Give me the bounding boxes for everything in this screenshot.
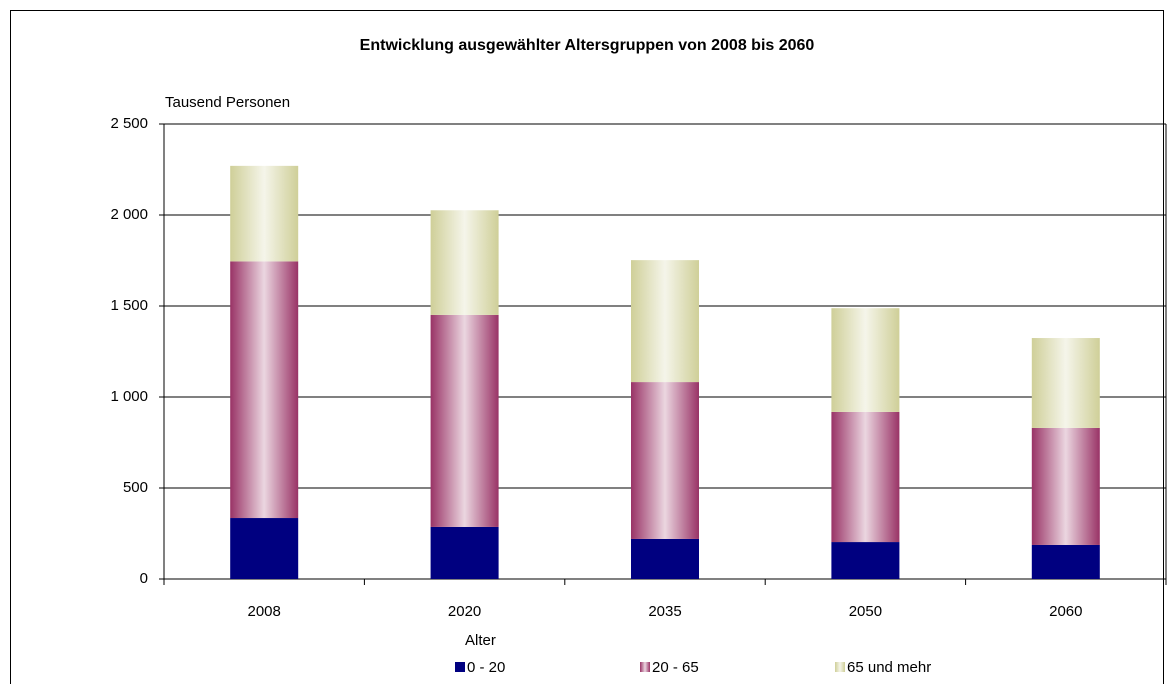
x-tick-label: 2035 — [648, 603, 681, 620]
y-tick-label: 0 — [140, 570, 148, 587]
legend-marker — [835, 662, 845, 672]
bar-segment — [831, 411, 900, 543]
y-tick-label: 2 000 — [110, 206, 148, 223]
x-tick-label: 2008 — [248, 603, 281, 620]
x-tick-label: 2060 — [1049, 603, 1082, 620]
legend-title: Alter — [465, 632, 496, 649]
bar-segment — [230, 165, 299, 262]
y-tick-label: 1 500 — [110, 297, 148, 314]
bar-segment — [631, 382, 699, 539]
legend-marker — [455, 662, 465, 672]
chart-title: Entwicklung ausgewählter Altersgruppen v… — [360, 37, 815, 54]
bar-segment — [430, 526, 499, 579]
y-axis-label: Tausend Personen — [165, 94, 290, 111]
bar-segment — [230, 261, 299, 519]
legend-label: 0 - 20 — [467, 659, 505, 676]
bar-segment — [631, 538, 699, 579]
legend-label: 65 und mehr — [847, 659, 931, 676]
bar-segment — [1031, 427, 1100, 545]
chart-border — [10, 10, 1164, 684]
bar-segment — [430, 210, 499, 315]
bar-segment — [831, 542, 900, 579]
y-tick-label: 2 500 — [110, 115, 148, 132]
bar-segment — [230, 518, 299, 579]
legend-label: 20 - 65 — [652, 659, 699, 676]
y-tick-label: 1 000 — [110, 388, 148, 405]
x-tick-label: 2020 — [448, 603, 481, 620]
bar-segment — [631, 260, 699, 383]
x-tick-label: 2050 — [849, 603, 882, 620]
bar-segment — [1031, 544, 1100, 579]
bar-segment — [430, 314, 499, 527]
bar-segment — [1031, 338, 1100, 428]
bar-segment — [831, 308, 900, 412]
legend-marker — [640, 662, 650, 672]
y-tick-label: 500 — [123, 479, 148, 496]
